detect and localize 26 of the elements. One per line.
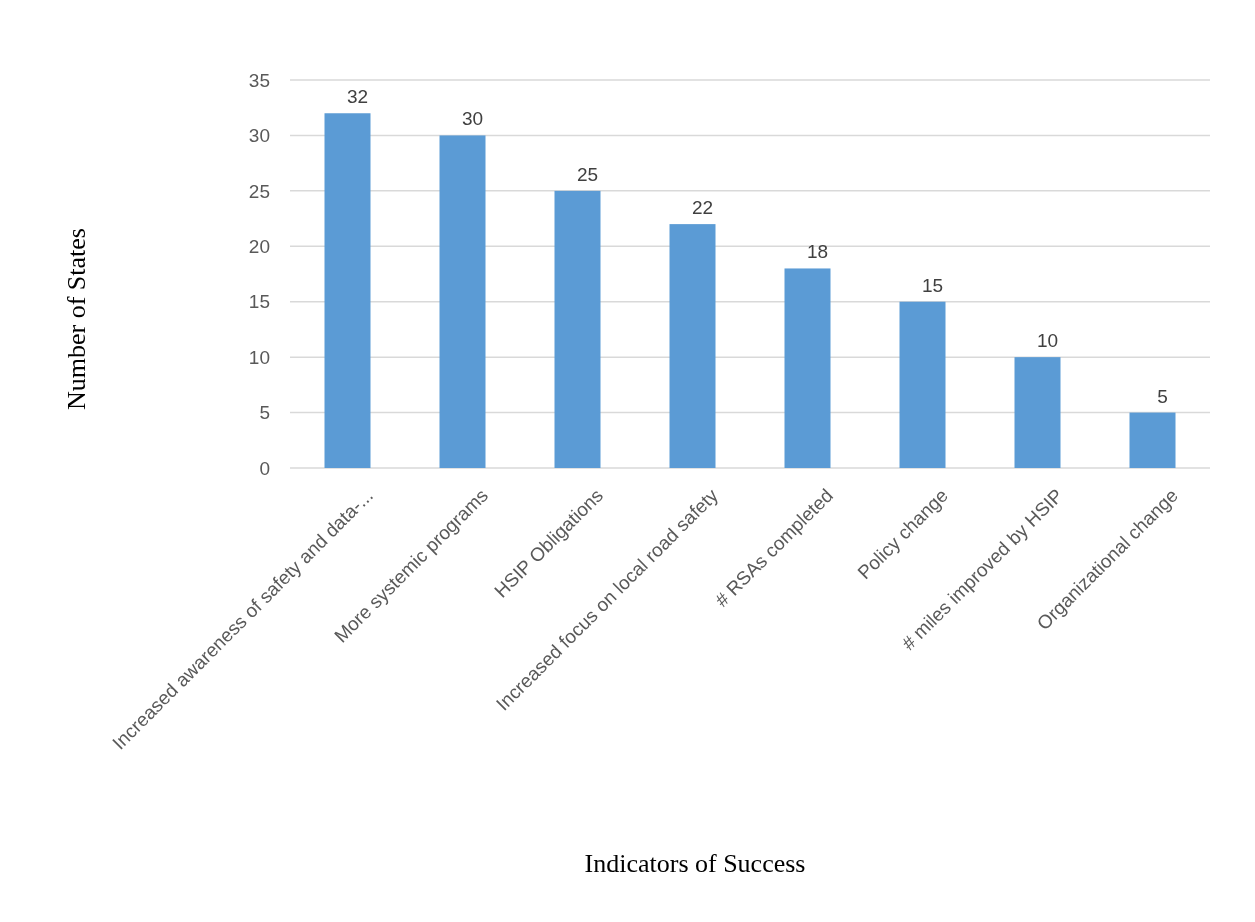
bar <box>439 135 486 468</box>
y-axis-title: Number of States <box>62 228 91 410</box>
y-tick-label: 0 <box>259 457 270 479</box>
data-label: 22 <box>691 197 714 219</box>
y-tick-label: 25 <box>248 180 270 202</box>
y-tick-label: 15 <box>248 291 270 313</box>
bar <box>669 224 716 468</box>
data-label: 15 <box>921 274 944 296</box>
y-tick-label: 5 <box>259 402 270 424</box>
bar <box>784 268 831 468</box>
data-label: 5 <box>1157 385 1168 407</box>
data-label: 25 <box>576 163 599 185</box>
bar <box>1129 412 1176 468</box>
y-tick-label: 10 <box>248 346 270 368</box>
bar <box>899 301 946 468</box>
data-label: 18 <box>806 241 829 263</box>
data-label: 10 <box>1036 330 1059 352</box>
y-tick-label: 35 <box>248 69 270 91</box>
x-axis-title: Indicators of Success <box>584 849 806 878</box>
data-label: 30 <box>461 108 484 130</box>
y-tick-label: 20 <box>248 235 270 257</box>
bar <box>324 113 371 468</box>
y-tick-label: 30 <box>248 125 270 147</box>
bar <box>554 190 601 468</box>
bar <box>1014 357 1061 468</box>
data-label: 32 <box>346 86 369 108</box>
